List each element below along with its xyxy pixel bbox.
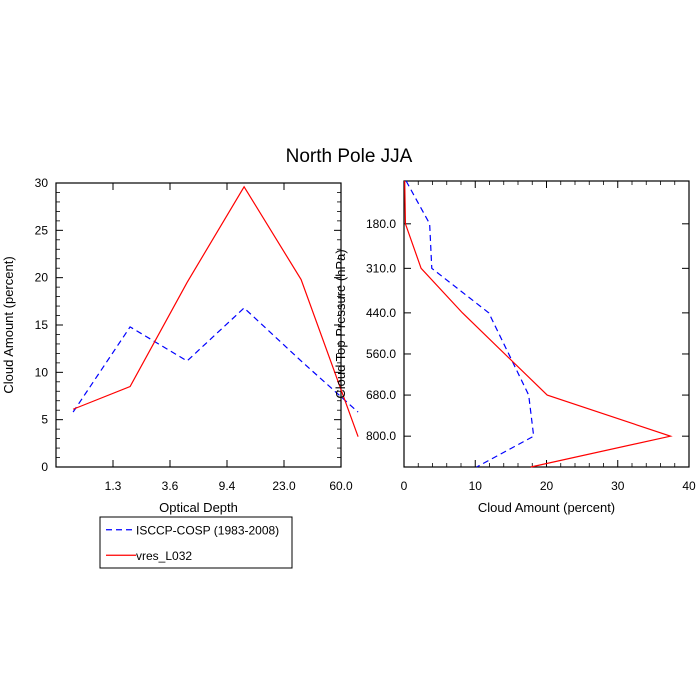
left-plot-optical-depth: 0 5 10 15 20 25 30 1.3 3.6 9.4 23.0 60.0 Optical Dep… — [1, 176, 359, 515]
y-tick-label: 800.0 — [366, 429, 396, 443]
x-tick-label: 0 — [401, 479, 408, 493]
x-tick-label: 60.0 — [329, 479, 353, 493]
right-plot-frame — [403, 180, 690, 468]
y-tick-label: 0 — [41, 460, 48, 474]
legend: ISCCP-COSP (1983-2008) vres_L032 — [99, 516, 293, 569]
y-tick-label: 440.0 — [366, 306, 396, 320]
y-tick-label: 15 — [35, 318, 49, 332]
series-line-isccp-cosp — [405, 180, 535, 468]
x-axis-label: Optical Depth — [159, 500, 238, 515]
legend-label: ISCCP-COSP (1983-2008) — [136, 523, 279, 537]
series-line-vres-l032 — [72, 185, 359, 437]
y-axis-label: Cloud Top Pressure (hPa) — [333, 249, 348, 398]
y-tick-label: 5 — [41, 413, 48, 427]
x-axis-label: Cloud Amount (percent) — [478, 500, 615, 515]
x-tick-label: 40 — [682, 479, 696, 493]
series-line-isccp-cosp — [72, 307, 359, 413]
x-tick-label: 20 — [540, 479, 554, 493]
series-line-vres-l032 — [404, 180, 673, 468]
y-tick-label: 680.0 — [366, 388, 396, 402]
legend-label: vres_L032 — [136, 549, 192, 563]
legend-box — [99, 516, 293, 569]
y-tick-label: 10 — [35, 365, 49, 379]
chart-title: North Pole JJA — [286, 146, 413, 167]
y-tick-label: 30 — [35, 176, 49, 190]
x-tick-label: 1.3 — [105, 479, 122, 493]
left-plot-frame — [55, 182, 342, 468]
y-tick-label: 20 — [35, 271, 49, 285]
x-tick-label: 10 — [469, 479, 483, 493]
right-plot-cloud-top-pressure: 180.0 310.0 440.0 560.0 680.0 800.0 0 10 20 30 40 C… — [333, 180, 696, 515]
x-tick-label: 23.0 — [272, 479, 296, 493]
x-tick-label: 30 — [611, 479, 625, 493]
y-tick-label: 180.0 — [366, 217, 396, 231]
y-tick-label: 560.0 — [366, 347, 396, 361]
y-axis-label: Cloud Amount (percent) — [1, 256, 16, 393]
x-tick-label: 3.6 — [162, 479, 179, 493]
y-tick-label: 25 — [35, 223, 49, 237]
y-tick-label: 310.0 — [366, 261, 396, 275]
x-tick-label: 9.4 — [219, 479, 236, 493]
